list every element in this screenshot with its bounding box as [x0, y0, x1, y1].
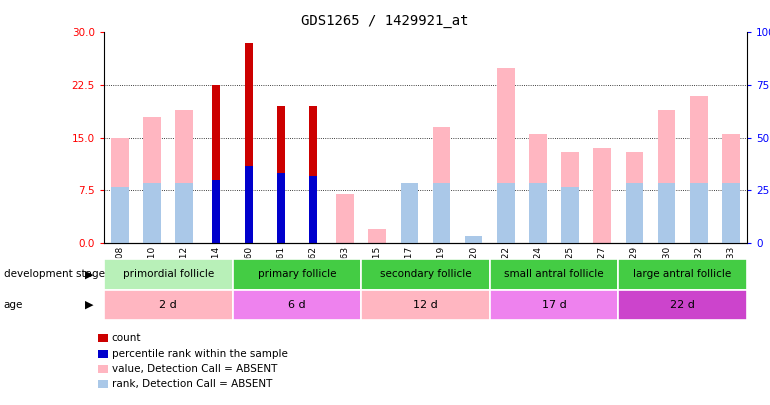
- Text: ▶: ▶: [85, 269, 94, 279]
- Bar: [625, 152, 643, 243]
- Bar: [561, 187, 579, 243]
- Bar: [245, 43, 253, 243]
- Bar: [245, 166, 253, 243]
- Bar: [400, 183, 418, 243]
- Bar: [497, 183, 514, 243]
- Text: 17 d: 17 d: [541, 300, 567, 310]
- Text: value, Detection Call = ABSENT: value, Detection Call = ABSENT: [112, 364, 277, 374]
- Bar: [618, 290, 747, 320]
- Bar: [276, 173, 285, 243]
- Text: secondary follicle: secondary follicle: [380, 269, 471, 279]
- Text: 6 d: 6 d: [288, 300, 306, 310]
- Text: small antral follicle: small antral follicle: [504, 269, 604, 279]
- Text: primordial follicle: primordial follicle: [122, 269, 214, 279]
- Text: percentile rank within the sample: percentile rank within the sample: [112, 349, 287, 358]
- Bar: [176, 183, 193, 243]
- Bar: [625, 183, 643, 243]
- Bar: [233, 259, 361, 290]
- Text: primary follicle: primary follicle: [258, 269, 336, 279]
- Bar: [213, 85, 220, 243]
- Bar: [658, 110, 675, 243]
- Bar: [233, 290, 361, 320]
- Bar: [361, 290, 490, 320]
- Text: GDS1265 / 1429921_at: GDS1265 / 1429921_at: [301, 14, 469, 28]
- Bar: [690, 96, 708, 243]
- Bar: [618, 259, 747, 290]
- Bar: [111, 138, 129, 243]
- Bar: [213, 180, 220, 243]
- Bar: [361, 259, 490, 290]
- Bar: [529, 134, 547, 243]
- Bar: [690, 183, 708, 243]
- Bar: [529, 183, 547, 243]
- Text: 12 d: 12 d: [413, 300, 438, 310]
- Bar: [722, 134, 740, 243]
- Bar: [561, 152, 579, 243]
- Bar: [143, 183, 161, 243]
- Bar: [658, 183, 675, 243]
- Text: age: age: [4, 300, 23, 309]
- Text: ▶: ▶: [85, 300, 94, 309]
- Text: 2 d: 2 d: [159, 300, 177, 310]
- Bar: [336, 194, 354, 243]
- Text: 22 d: 22 d: [670, 300, 695, 310]
- Bar: [594, 148, 611, 243]
- Bar: [111, 187, 129, 243]
- Bar: [143, 117, 161, 243]
- Text: large antral follicle: large antral follicle: [634, 269, 731, 279]
- Bar: [309, 176, 317, 243]
- Bar: [176, 110, 193, 243]
- Bar: [490, 259, 618, 290]
- Bar: [497, 68, 514, 243]
- Text: development stage: development stage: [4, 269, 105, 279]
- Bar: [309, 106, 317, 243]
- Bar: [104, 259, 233, 290]
- Bar: [722, 183, 740, 243]
- Text: rank, Detection Call = ABSENT: rank, Detection Call = ABSENT: [112, 379, 272, 389]
- Bar: [465, 236, 483, 243]
- Text: count: count: [112, 333, 141, 343]
- Bar: [276, 106, 285, 243]
- Bar: [433, 183, 450, 243]
- Bar: [368, 229, 386, 243]
- Bar: [400, 183, 418, 243]
- Bar: [433, 127, 450, 243]
- Bar: [104, 290, 233, 320]
- Bar: [490, 290, 618, 320]
